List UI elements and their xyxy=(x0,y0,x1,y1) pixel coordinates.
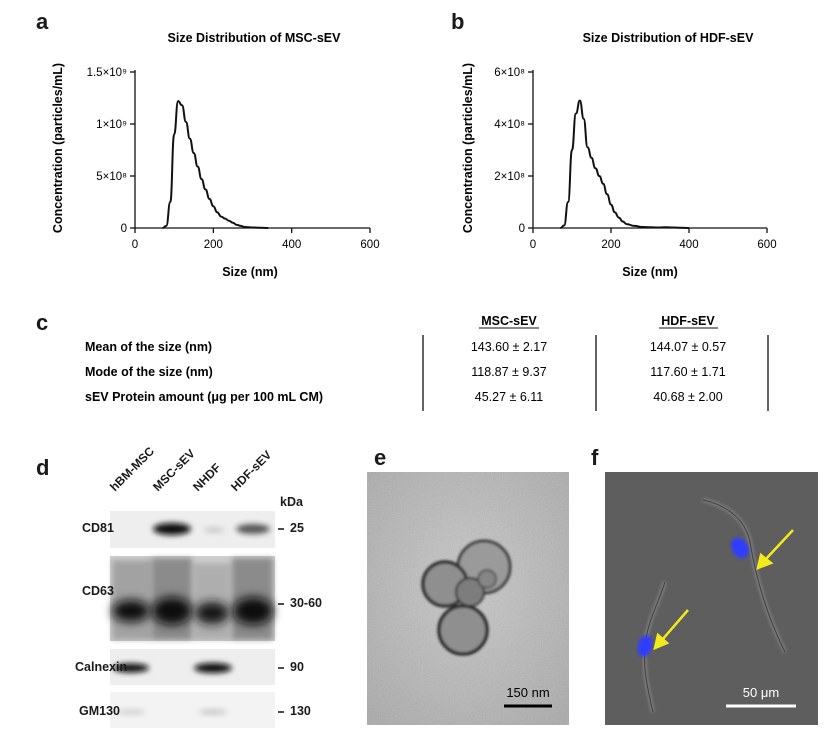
blot-label-gm130: GM130 xyxy=(79,704,120,718)
y-tick-label: 6×10⁸ xyxy=(494,67,525,79)
panel-letter-f: f xyxy=(591,445,599,470)
x-tick-label: 600 xyxy=(360,239,379,251)
y-tick-label: 1.5×10⁹ xyxy=(87,67,127,79)
lane-label-nhdf: NHDF xyxy=(190,460,224,494)
y-tick-label: 0 xyxy=(519,223,525,235)
band-cd63-msc-sev xyxy=(152,597,192,625)
y-tick-label: 4×10⁸ xyxy=(494,119,525,131)
band-gm130-nhdf xyxy=(199,709,227,715)
y-ticks: 0 5×10⁸ 1×10⁹ 1.5×10⁹ xyxy=(87,67,135,235)
vesicle xyxy=(455,577,485,607)
lane-label-hbm-msc: hBM-MSC xyxy=(107,444,158,494)
arrow-1 xyxy=(756,529,794,571)
scale-bar-label: 50 μm xyxy=(743,685,779,700)
table-header-msc: MSC-sEV xyxy=(481,314,537,328)
y-axis-label: Concentration (particles/mL) xyxy=(461,63,475,233)
table-header-hdf: HDF-sEV xyxy=(661,314,715,328)
vesicle xyxy=(437,604,489,656)
chart-title: Size Distribution of HDF-sEV xyxy=(583,31,755,45)
panel-letter-d: d xyxy=(36,455,50,480)
fluorescence-micrograph: 50 μm xyxy=(605,472,818,725)
row-label-protein: sEV Protein amount (μg per 100 mL CM) xyxy=(85,390,323,404)
nucleus-1 xyxy=(731,537,749,559)
y-axis-label: Concentration (particles/mL) xyxy=(51,63,65,233)
y-tick-label: 2×10⁸ xyxy=(494,171,525,183)
chart-msc-size-distribution: Size Distribution of MSC-sEV 0 5×10⁸ 1×10⁹… xyxy=(51,31,380,279)
lane-label-hdf-sev: HDF-sEV xyxy=(228,447,275,494)
blot-label-cd63: CD63 xyxy=(82,584,114,598)
band-gm130-hbm-msc xyxy=(117,709,145,715)
smear-cd63-lane1 xyxy=(112,560,152,640)
series-line xyxy=(560,99,690,229)
panel-letter-a: a xyxy=(36,9,49,34)
scale-bar-label: 150 nm xyxy=(506,685,549,700)
smear-cd63-lane3 xyxy=(193,563,231,640)
cell-msc-mode: 118.87 ± 9.37 xyxy=(471,365,546,379)
band-cd81-nhdf xyxy=(204,527,224,533)
kda-value-cd81: 25 xyxy=(290,521,304,535)
x-tick-label: 200 xyxy=(601,239,620,251)
fluorescence-background xyxy=(605,472,818,725)
tem-micrograph: 150 nm xyxy=(367,472,569,725)
blot-label-cd81: CD81 xyxy=(82,521,114,535)
kda-value-cd63: 30-60 xyxy=(290,596,322,610)
chart-title: Size Distribution of MSC-sEV xyxy=(168,31,342,45)
kda-value-gm130: 130 xyxy=(290,704,311,718)
x-ticks: 0 200 400 600 xyxy=(530,228,777,251)
cell-hdf-mode: 117.60 ± 1.71 xyxy=(650,365,725,379)
chart-hdf-size-distribution: Size Distribution of HDF-sEV 0 2×10⁸ 4×10⁸… xyxy=(461,31,777,279)
kda-header: kDa xyxy=(280,495,303,509)
panel-letter-e: e xyxy=(374,445,387,470)
panel-letter-b: b xyxy=(451,9,465,34)
x-ticks: 0 200 400 600 xyxy=(132,228,380,251)
cell-msc-protein: 45.27 ± 6.11 xyxy=(475,390,544,404)
band-cd63-hdf-sev xyxy=(233,597,273,625)
vesicle-cluster xyxy=(421,539,512,656)
y-tick-label: 1×10⁹ xyxy=(96,119,127,131)
row-label-mode: Mode of the size (nm) xyxy=(85,365,213,379)
x-tick-label: 600 xyxy=(757,239,776,251)
band-cd63-nhdf xyxy=(195,602,229,624)
panel-letter-c: c xyxy=(36,310,49,335)
x-tick-label: 0 xyxy=(132,239,138,251)
cell-edge-1 xyxy=(702,499,786,653)
x-tick-label: 400 xyxy=(282,239,301,251)
band-cd81-msc-sev xyxy=(153,523,191,535)
kda-value-calnexin: 90 xyxy=(290,660,304,674)
band-calnexin-hbm-msc xyxy=(113,663,149,673)
band-cd81-hdf-sev xyxy=(236,524,270,534)
western-blot xyxy=(110,511,284,728)
size-summary-table: MSC-sEV HDF-sEV Mean of the size (nm) 14… xyxy=(85,314,769,411)
x-axis-label: Size (nm) xyxy=(622,265,678,279)
blot-label-calnexin: Calnexin xyxy=(75,660,128,674)
x-axis-label: Size (nm) xyxy=(222,265,278,279)
y-tick-label: 5×10⁸ xyxy=(96,171,127,183)
y-tick-label: 0 xyxy=(121,223,127,235)
vesicle xyxy=(477,569,497,589)
row-label-mean: Mean of the size (nm) xyxy=(85,340,212,354)
cell-msc-mean: 143.60 ± 2.17 xyxy=(471,340,547,354)
x-tick-label: 400 xyxy=(679,239,698,251)
cell-hdf-mean: 144.07 ± 0.57 xyxy=(650,340,726,354)
y-ticks: 0 2×10⁸ 4×10⁸ 6×10⁸ xyxy=(494,67,533,235)
series-line xyxy=(162,100,269,229)
nucleus-2 xyxy=(637,635,653,657)
x-tick-label: 200 xyxy=(204,239,223,251)
band-calnexin-nhdf xyxy=(194,663,232,673)
band-cd63-hbm-msc xyxy=(112,600,150,622)
arrow-2 xyxy=(653,609,689,651)
cell-hdf-protein: 40.68 ± 2.00 xyxy=(653,390,722,404)
x-tick-label: 0 xyxy=(530,239,536,251)
